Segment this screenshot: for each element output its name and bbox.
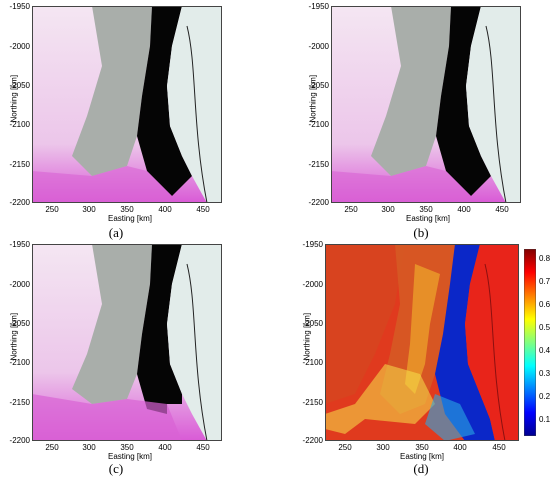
colorbar-tick-3: 0.5	[539, 323, 550, 332]
caption-b: (b)	[413, 225, 429, 240]
ytick-a-3: -2100	[9, 120, 30, 129]
xtick-a-0: 250	[45, 205, 59, 214]
ylabel-a: Northing [km]	[9, 74, 19, 123]
caption-c: (c)	[108, 461, 124, 476]
xtick-b-1: 300	[381, 205, 395, 214]
xtick-b-2: 350	[419, 205, 433, 214]
ytick-c-5: -2200	[9, 436, 30, 445]
sea-ice-image-c	[32, 244, 222, 441]
caption-a: (a)	[108, 225, 124, 240]
colorbar-tick-7: 0.1	[539, 415, 550, 424]
xtick-a-3: 400	[158, 205, 172, 214]
xlabel-b: Easting [km]	[405, 214, 450, 223]
ytick-a-0: -1950	[9, 2, 30, 11]
ytick-c-1: -2000	[9, 280, 30, 289]
xtick-a-2: 350	[120, 205, 134, 214]
sea-ice-image-a	[32, 6, 222, 203]
colorbar-tick-0: 0.8	[539, 254, 550, 263]
xtick-b-3: 400	[457, 205, 471, 214]
xtick-c-1: 300	[82, 443, 96, 452]
colorbar-tick-2: 0.6	[539, 300, 550, 309]
ytick-d-0: -1950	[302, 240, 323, 249]
ytick-a-5: -2200	[9, 198, 30, 207]
ytick-d-2: -2050	[302, 319, 323, 328]
xtick-c-4: 450	[196, 443, 210, 452]
ytick-b-5: -2200	[308, 198, 329, 207]
xtick-c-3: 400	[158, 443, 172, 452]
caption-d: (d)	[413, 461, 429, 476]
xtick-d-4: 450	[492, 443, 506, 452]
xtick-d-3: 400	[453, 443, 467, 452]
heatmap-image-d	[325, 244, 519, 441]
panel-c: -1950 -2000 -2050 -2100 -2150 -2200 250 …	[0, 238, 275, 476]
colorbar	[524, 249, 536, 436]
xlabel-d: Easting [km]	[399, 452, 444, 461]
ylabel-d: Northing [km]	[302, 312, 312, 361]
ytick-a-1: -2000	[9, 42, 30, 51]
xtick-a-1: 300	[82, 205, 96, 214]
plot-frame-c	[32, 244, 222, 441]
xtick-c-0: 250	[45, 443, 59, 452]
xtick-d-1: 300	[376, 443, 390, 452]
ytick-b-4: -2150	[308, 160, 329, 169]
colorbar-tick-5: 0.3	[539, 369, 550, 378]
ylabel-c: Northing [km]	[9, 312, 19, 361]
panel-b: -1950 -2000 -2050 -2100 -2150 -2200 250 …	[275, 0, 550, 240]
ytick-b-1: -2000	[308, 42, 329, 51]
ytick-a-4: -2150	[9, 160, 30, 169]
ytick-d-1: -2000	[302, 280, 323, 289]
colorbar-tick-4: 0.4	[539, 346, 550, 355]
ytick-b-3: -2100	[308, 120, 329, 129]
xtick-b-4: 450	[495, 205, 509, 214]
ytick-c-2: -2050	[9, 319, 30, 328]
colorbar-tick-6: 0.2	[539, 392, 550, 401]
ytick-d-5: -2200	[302, 436, 323, 445]
ytick-c-4: -2150	[9, 398, 30, 407]
ylabel-b: Northing [km]	[308, 74, 318, 123]
ytick-d-3: -2100	[302, 358, 323, 367]
xlabel-c: Easting [km]	[107, 452, 152, 461]
xtick-d-2: 350	[415, 443, 429, 452]
plot-frame-a	[32, 6, 222, 203]
ytick-c-0: -1950	[9, 240, 30, 249]
ytick-d-4: -2150	[302, 398, 323, 407]
panel-a: -1950 -2000 -2050 -2100 -2150 -2200 250 …	[0, 0, 275, 240]
ytick-b-2: -2050	[308, 81, 329, 90]
plot-frame-b	[331, 6, 521, 203]
colorbar-tick-1: 0.7	[539, 277, 550, 286]
sea-ice-image-b	[331, 6, 521, 203]
panel-d: -1950 -2000 -2050 -2100 -2150 -2200 250 …	[275, 238, 550, 477]
ytick-c-3: -2100	[9, 358, 30, 367]
xlabel-a: Easting [km]	[107, 214, 152, 223]
xtick-d-0: 250	[338, 443, 352, 452]
ytick-a-2: -2050	[9, 81, 30, 90]
xtick-a-4: 450	[196, 205, 210, 214]
plot-frame-d	[325, 244, 519, 441]
xtick-c-2: 350	[120, 443, 134, 452]
xtick-b-0: 250	[344, 205, 358, 214]
ytick-b-0: -1950	[308, 2, 329, 11]
